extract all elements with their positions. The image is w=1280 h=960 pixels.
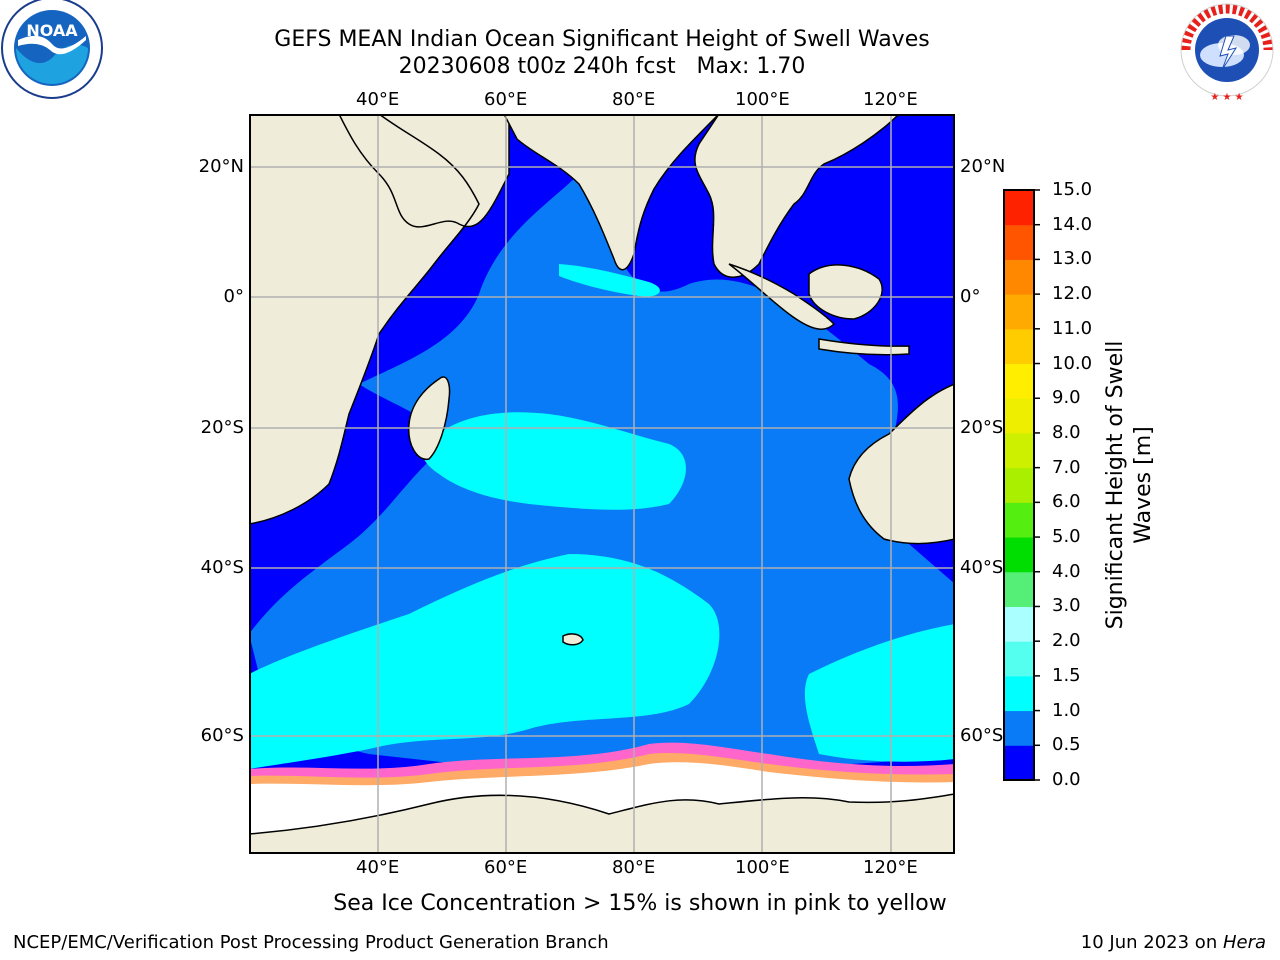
colorbar-segment — [1004, 224, 1034, 260]
kerguelen-island — [562, 633, 584, 646]
swell-band-1.0-1.5-subtropical — [422, 412, 686, 510]
lon-label-bottom-60e: 60°E — [484, 857, 528, 878]
lat-label-right-60s: 60°S — [960, 725, 1004, 746]
colorbar-segment — [1004, 502, 1034, 538]
indonesia-land — [808, 264, 910, 356]
lat-label-right-20s: 20°S — [960, 417, 1004, 438]
lon-label-top-80e: 80°E — [612, 89, 656, 110]
lat-label-right-40s: 40°S — [960, 557, 1004, 578]
colorbar-segment — [1004, 398, 1034, 434]
sea-ice-note: Sea Ice Concentration > 15% is shown in … — [333, 891, 947, 916]
colorbar-title: Significant Height of Swell Waves [m] — [1103, 340, 1156, 630]
colorbar-segment — [1004, 606, 1034, 642]
colorbar-segment — [1004, 641, 1034, 677]
colorbar-tick-label: 2.0 — [1052, 630, 1081, 652]
colorbar-tick-label: 4.0 — [1052, 560, 1081, 582]
india-land — [503, 114, 721, 271]
colorbar-tick-label: 1.0 — [1052, 699, 1081, 721]
map-title: GEFS MEAN Indian Ocean Significant Heigh… — [274, 27, 930, 52]
lon-label-bottom-100e: 100°E — [735, 857, 790, 878]
nws-stars: ★ ★ ★ — [1210, 92, 1243, 103]
colorbar-segment — [1004, 328, 1034, 365]
colorbar-segment — [1004, 259, 1034, 295]
colorbar-frame — [1003, 189, 1035, 781]
colorbar-tick-label: 7.0 — [1052, 456, 1081, 478]
lat-label-left-0: 0° — [223, 286, 244, 307]
lon-label-top-60e: 60°E — [484, 89, 528, 110]
colorbar-segment — [1004, 294, 1034, 330]
lat-label-left-20n: 20°N — [198, 156, 244, 177]
colorbar-tick-label: 6.0 — [1052, 491, 1081, 513]
colorbar-tick-label: 11.0 — [1052, 317, 1093, 339]
colorbar-tick-label: 13.0 — [1052, 248, 1093, 270]
lon-label-top-40e: 40°E — [356, 89, 400, 110]
colorbar-segment — [1004, 537, 1034, 573]
africa-land — [249, 114, 510, 525]
footer-date: 10 Jun 2023 on Hera — [1081, 932, 1266, 953]
footer-date-text: 10 Jun 2023 on — [1080, 932, 1223, 953]
colorbar-tick-label: 3.0 — [1052, 595, 1081, 617]
colorbar — [1003, 189, 1040, 781]
colorbar-tick-label: 0.5 — [1052, 734, 1081, 756]
lon-label-bottom-120e: 120°E — [863, 857, 918, 878]
colorbar-tick-label: 1.5 — [1052, 664, 1081, 686]
lon-label-bottom-40e: 40°E — [356, 857, 400, 878]
swell-band-1.0-1.5-southern — [249, 554, 720, 769]
swell-band-1.0-1.5-southeast — [804, 624, 955, 762]
footer-host: Hera — [1222, 932, 1266, 953]
lon-label-top-120e: 120°E — [863, 89, 918, 110]
colorbar-segment — [1004, 571, 1034, 607]
lat-label-right-0: 0° — [960, 286, 981, 307]
map-gridlines — [249, 114, 955, 854]
colorbar-segment — [1004, 467, 1034, 503]
colorbar-tick-label: 10.0 — [1052, 352, 1093, 374]
noaa-logo-text: NOAA — [26, 21, 78, 40]
footer-credit: NCEP/EMC/Verification Post Processing Pr… — [13, 932, 609, 953]
lat-label-left-20s: 20°S — [200, 417, 244, 438]
noaa-logo: NOAA — [1, 0, 103, 99]
colorbar-tick-label: 9.0 — [1052, 387, 1081, 409]
lat-label-left-40s: 40°S — [200, 557, 244, 578]
antarctic-land — [249, 793, 955, 854]
colorbar-tick-label: 12.0 — [1052, 283, 1093, 305]
map-frame — [249, 114, 955, 854]
colorbar-tick-label: 0.0 — [1052, 769, 1081, 790]
map-subtitle-run: 20230608 t00z 240h fcst Max: 1.70 — [398, 54, 806, 79]
colorbar-segment — [1004, 432, 1034, 469]
lat-label-right-20n: 20°N — [960, 156, 1006, 177]
colorbar-segment — [1004, 710, 1034, 746]
nws-logo: ★ ★ ★ — [1180, 3, 1274, 103]
madagascar-land — [408, 376, 451, 460]
colorbar-segment — [1004, 190, 1034, 226]
colorbar-segment — [1004, 675, 1034, 712]
southeast-asia-land — [694, 114, 901, 278]
colorbar-segment — [1004, 363, 1034, 399]
colorbar-tick-label: 8.0 — [1052, 421, 1081, 443]
colorbar-segment — [1004, 745, 1034, 781]
lon-label-top-100e: 100°E — [735, 89, 790, 110]
lon-label-bottom-80e: 80°E — [612, 857, 656, 878]
colorbar-tick-label: 5.0 — [1052, 526, 1081, 548]
colorbar-tick-label: 15.0 — [1052, 179, 1093, 200]
australia-land — [848, 383, 955, 545]
lat-label-left-60s: 60°S — [200, 725, 244, 746]
swell-height-map — [249, 114, 955, 854]
colorbar-tick-label: 14.0 — [1052, 213, 1093, 235]
